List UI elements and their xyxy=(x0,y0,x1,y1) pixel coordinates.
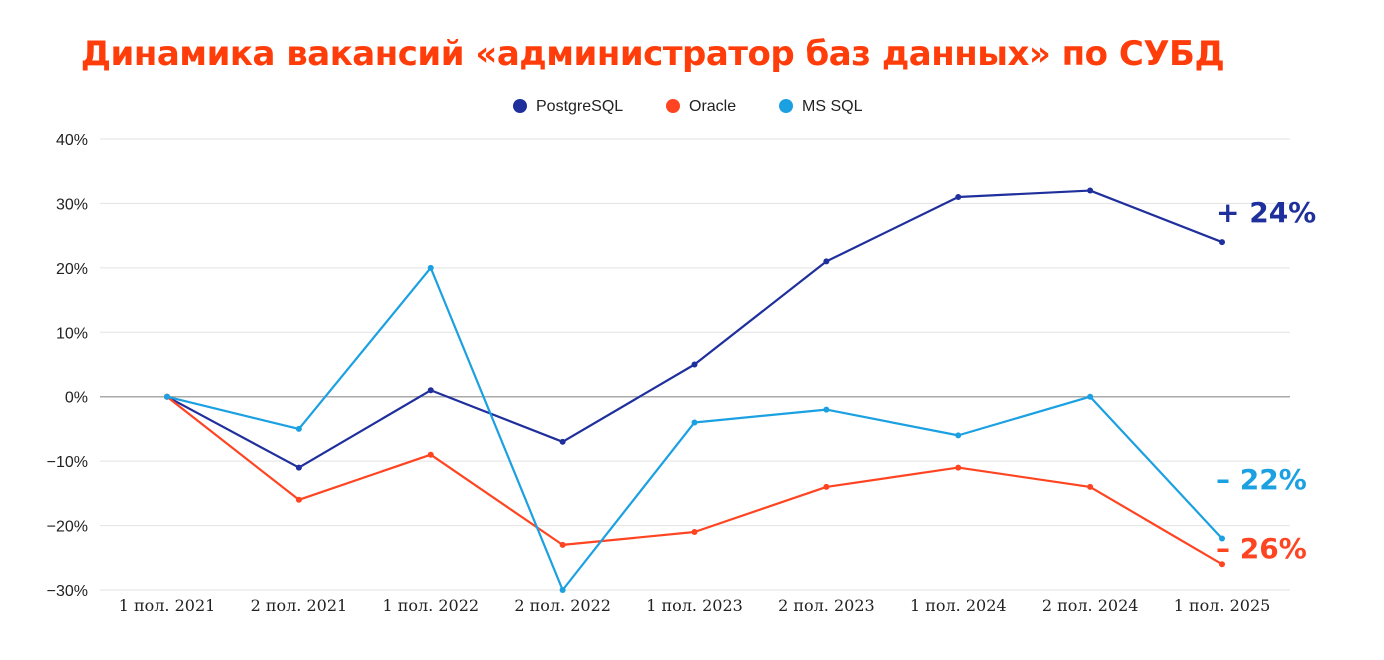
legend-marker xyxy=(666,99,680,113)
data-point xyxy=(559,587,566,593)
y-tick-label: 30% xyxy=(56,196,88,213)
data-point xyxy=(1219,535,1225,542)
x-tick-label: 2 пол. 2023 xyxy=(778,596,875,615)
end-value-label: – 22% xyxy=(1216,463,1307,496)
legend-label: Oracle xyxy=(689,98,736,115)
x-tick-label: 1 пол. 2024 xyxy=(910,596,1007,615)
data-point xyxy=(295,425,302,432)
legend-marker xyxy=(779,99,793,113)
data-point xyxy=(559,541,566,548)
chart-title: Динамика вакансий «администратор баз дан… xyxy=(80,34,1225,74)
y-tick-label: −10% xyxy=(47,454,88,471)
data-point xyxy=(295,464,302,471)
end-value-label: + 24% xyxy=(1216,196,1316,229)
y-tick-label: −20% xyxy=(47,519,88,536)
data-point xyxy=(823,406,830,413)
data-point xyxy=(691,529,698,536)
x-tick-label: 2 пол. 2022 xyxy=(514,596,611,615)
data-point xyxy=(427,264,434,271)
y-tick-label: 20% xyxy=(56,261,88,278)
data-point xyxy=(823,258,830,265)
legend-label: MS SQL xyxy=(802,98,863,115)
legend-marker xyxy=(513,99,527,113)
series-line-postgresql xyxy=(166,189,1223,469)
end-value-label: – 26% xyxy=(1216,532,1307,565)
x-tick-label: 1 пол. 2022 xyxy=(382,596,479,615)
data-point xyxy=(164,393,170,400)
data-point xyxy=(427,387,434,394)
y-tick-label: 0% xyxy=(65,390,88,407)
data-point xyxy=(1219,561,1225,568)
data-point xyxy=(691,361,698,368)
y-tick-label: 10% xyxy=(56,325,88,342)
data-point xyxy=(955,193,962,200)
x-tick-label: 1 пол. 2021 xyxy=(119,596,216,615)
data-point xyxy=(955,432,962,439)
x-tick-label: 1 пол. 2023 xyxy=(646,596,743,615)
x-tick-label: 1 пол. 2025 xyxy=(1174,596,1271,615)
legend-label: PostgreSQL xyxy=(536,98,623,115)
x-tick-label: 2 пол. 2024 xyxy=(1042,596,1139,615)
data-point xyxy=(295,496,302,503)
y-tick-label: −30% xyxy=(47,583,88,600)
data-point xyxy=(1219,239,1225,246)
data-point xyxy=(955,464,962,471)
series-line-ms-sql xyxy=(166,266,1223,592)
data-point xyxy=(823,483,830,490)
data-point xyxy=(427,451,434,458)
data-point xyxy=(1087,187,1094,194)
data-point xyxy=(1087,393,1094,400)
x-tick-label: 2 пол. 2021 xyxy=(251,596,348,615)
data-point xyxy=(1087,483,1094,490)
data-point xyxy=(559,438,566,445)
data-point xyxy=(691,419,698,426)
y-tick-label: 40% xyxy=(56,132,88,149)
